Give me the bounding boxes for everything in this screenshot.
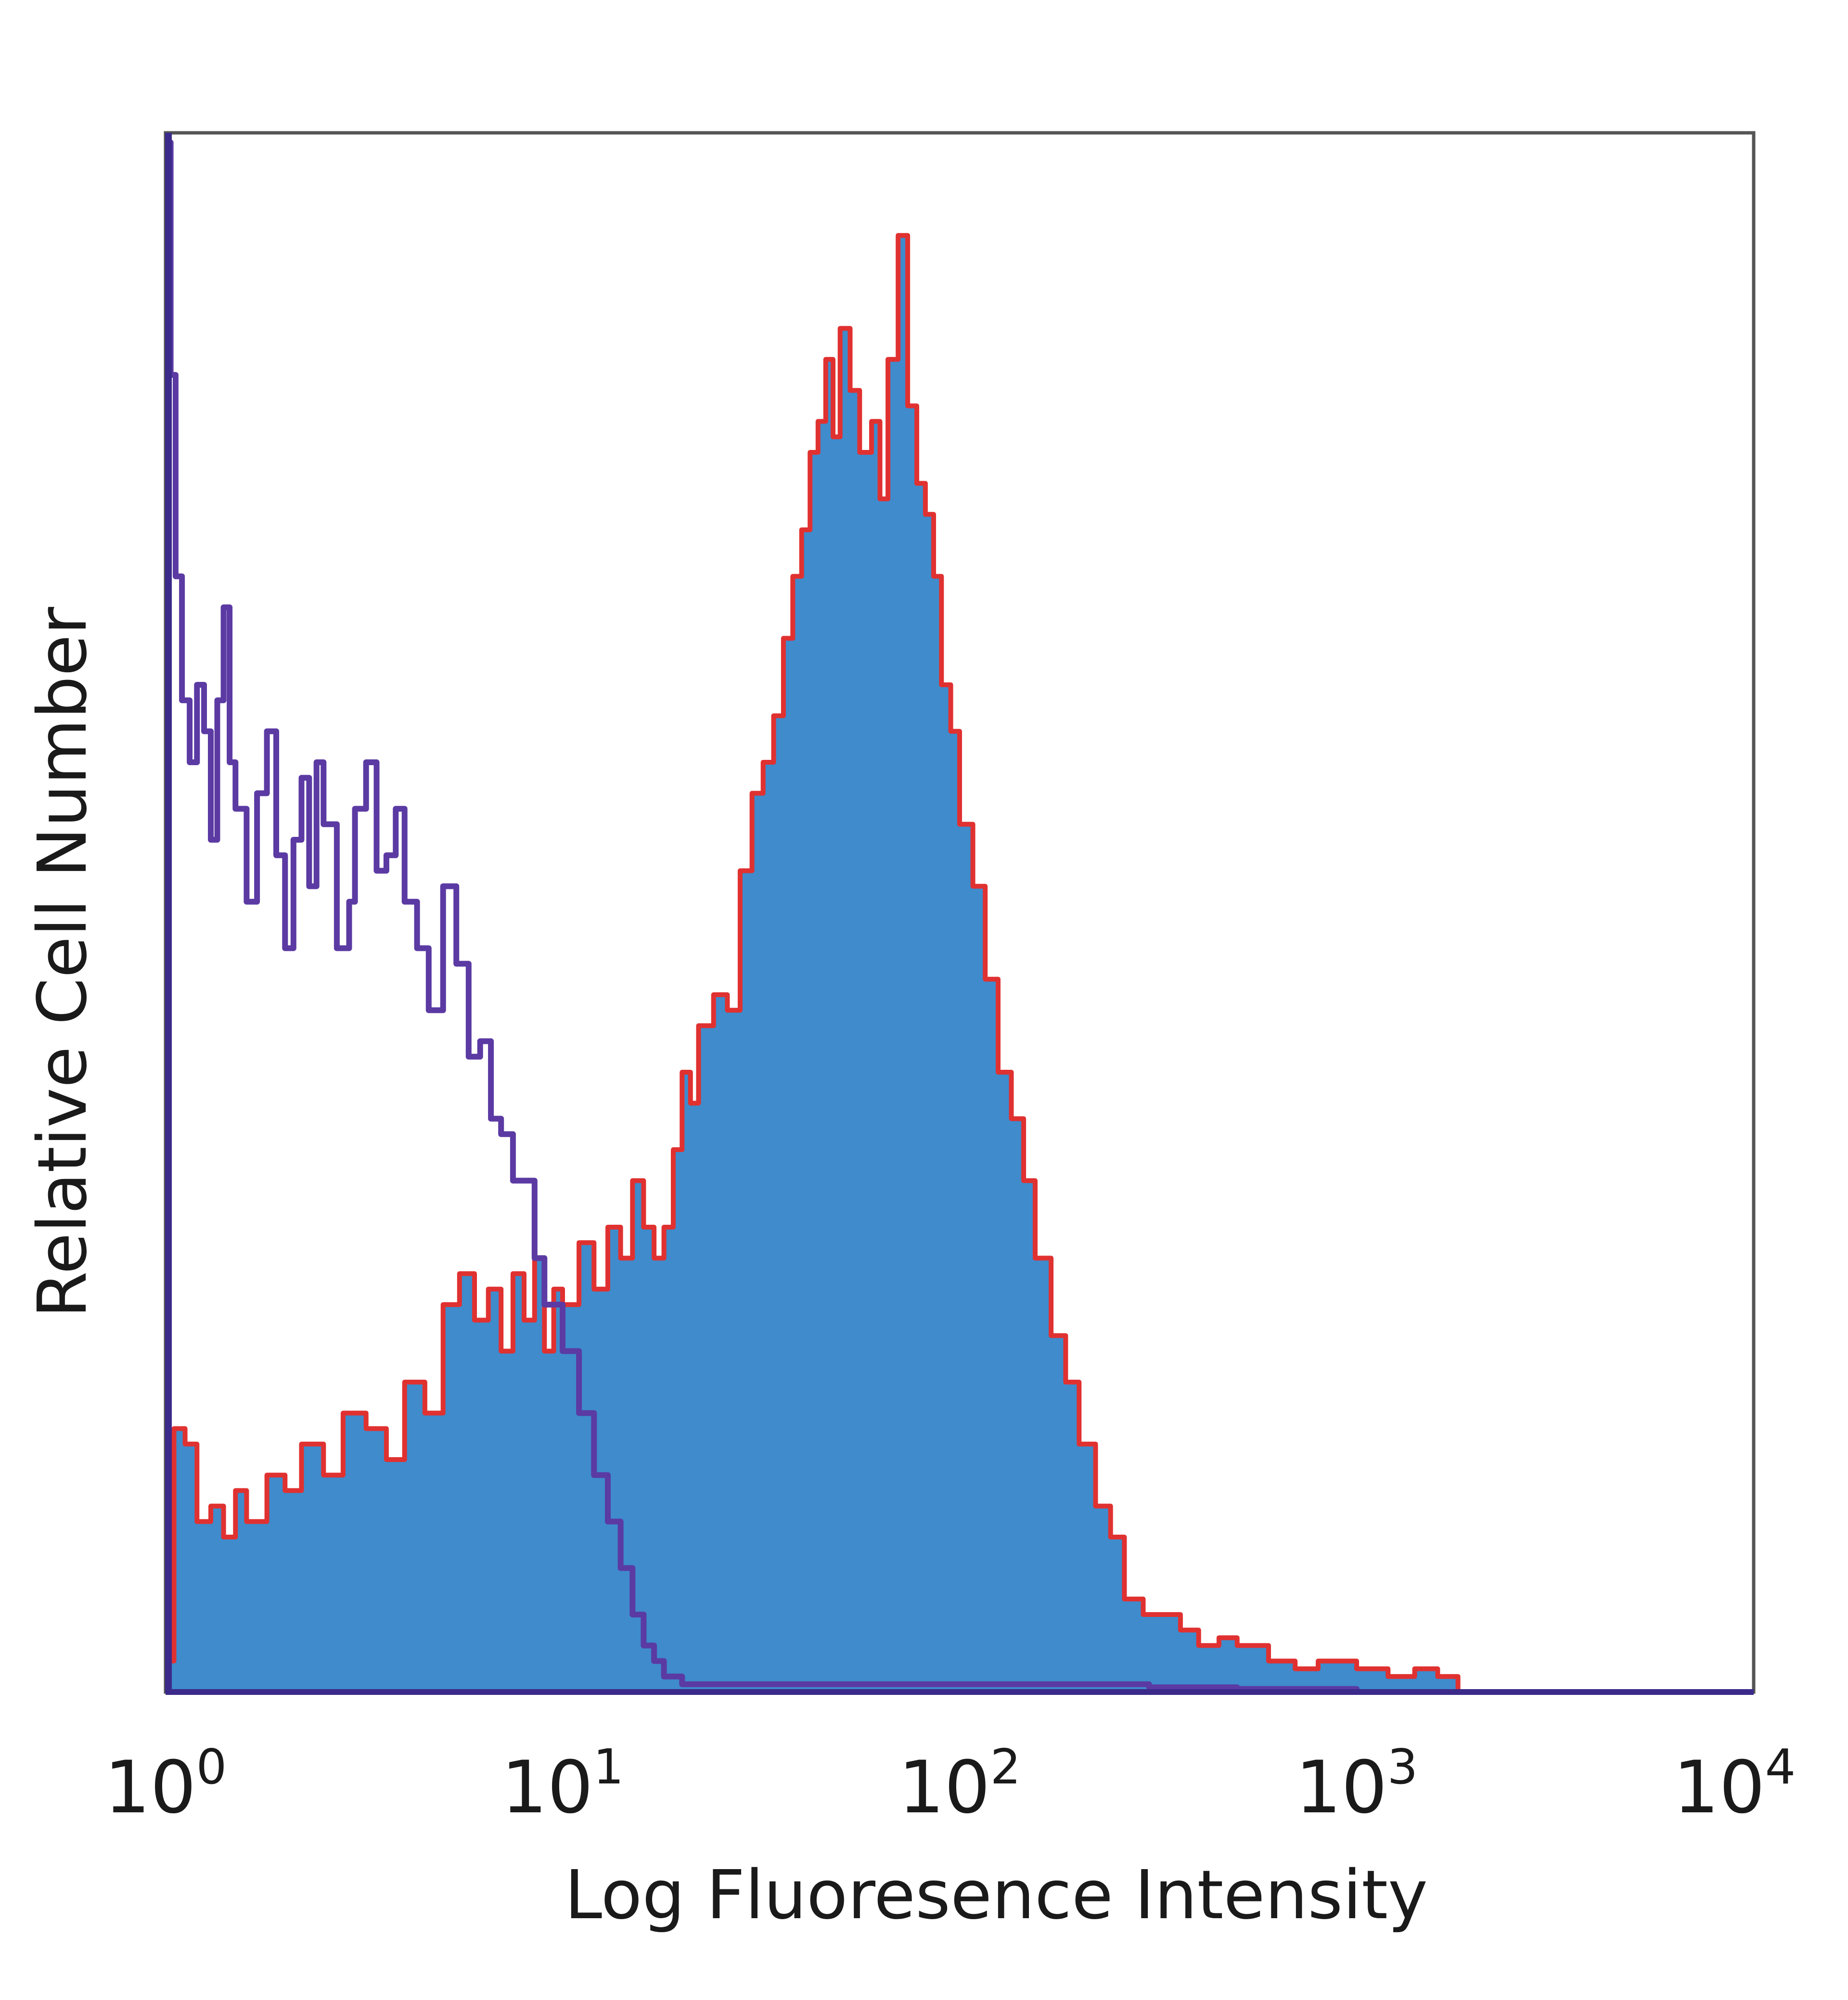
series-1-line bbox=[166, 140, 1360, 1692]
x-tick-label-2: 102 bbox=[898, 1739, 1021, 1830]
series-0-line bbox=[166, 233, 1461, 1692]
x-tick-label-1: 101 bbox=[501, 1739, 624, 1830]
series-0-fill bbox=[166, 235, 1458, 1692]
x-tick-labels: 100 101 102 103 104 bbox=[104, 1739, 1796, 1830]
x-axis-label: Log Fluoresence Intensity bbox=[565, 1856, 1428, 1935]
x-tick-label-3: 103 bbox=[1296, 1739, 1418, 1830]
plot-area bbox=[166, 140, 1461, 1692]
x-tick-label-0: 100 bbox=[104, 1739, 227, 1830]
y-axis-label: Relative Cell Number bbox=[24, 607, 102, 1318]
x-tick-label-4: 104 bbox=[1673, 1739, 1796, 1830]
